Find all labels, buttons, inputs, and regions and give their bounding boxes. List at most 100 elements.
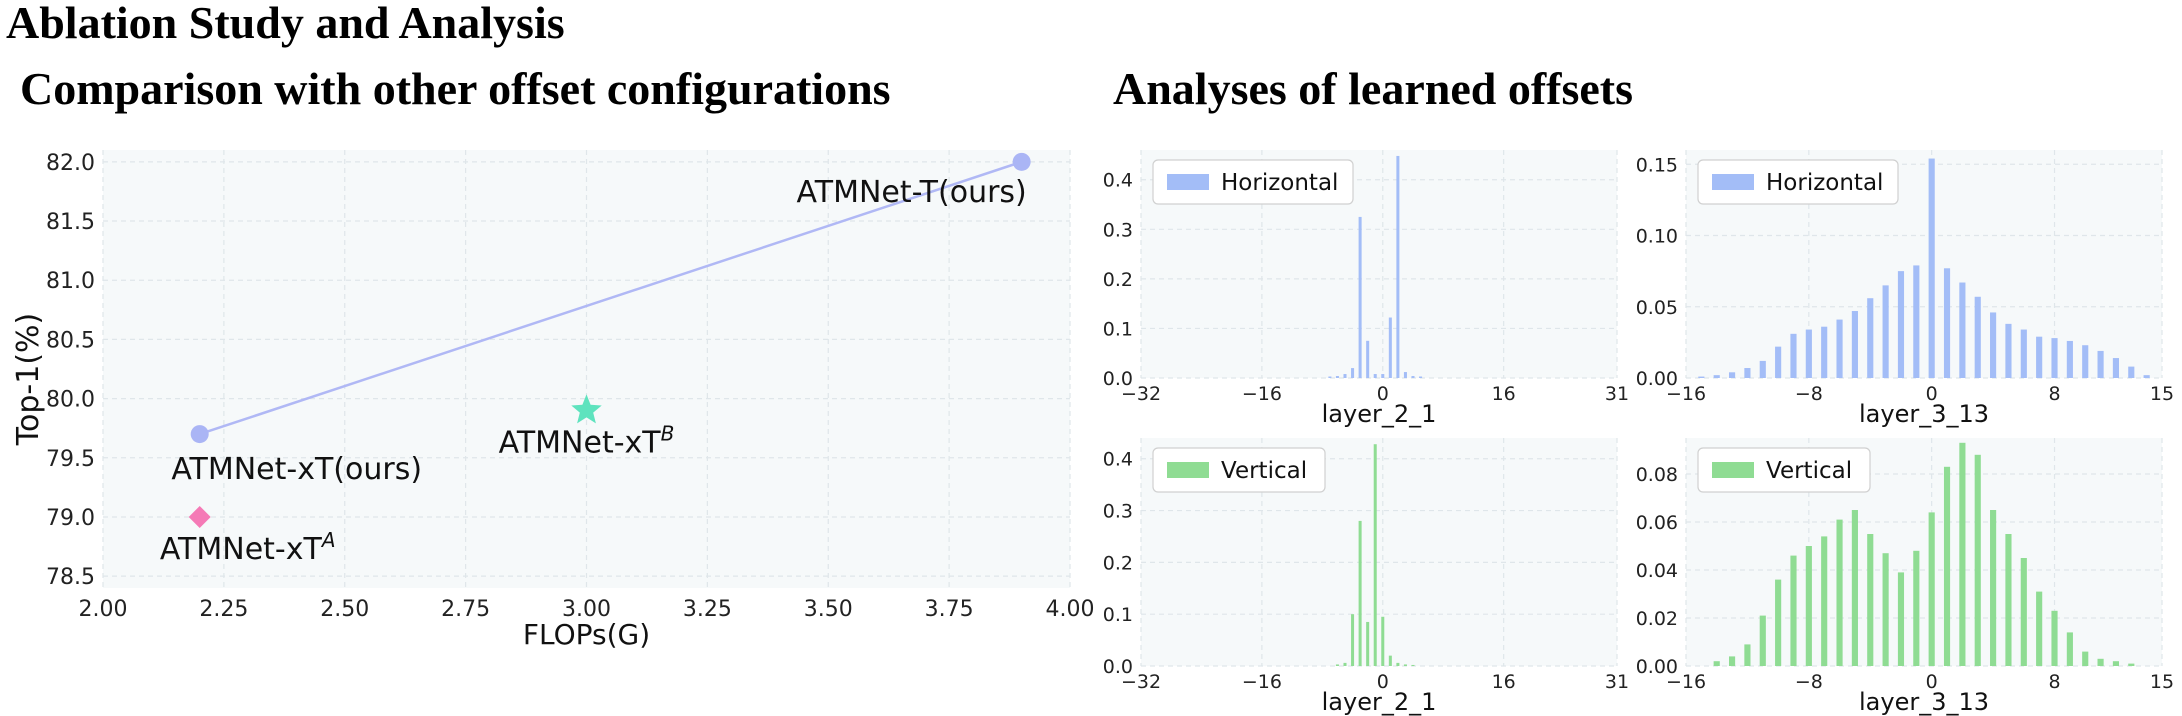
- histogram-bar: [2082, 651, 2089, 666]
- x-tick-label: −8: [1795, 671, 1823, 693]
- histogram-bar: [2112, 661, 2120, 666]
- histogram-bar: [1388, 655, 1392, 666]
- histogram-bar: [1358, 520, 1362, 666]
- x-tick-label: 3.75: [925, 597, 974, 622]
- y-tick-label: 79.5: [46, 447, 95, 472]
- x-tick-label: −8: [1795, 383, 1823, 405]
- histogram-bar: [1403, 372, 1407, 378]
- data-point-label: ATMNet-xTA: [160, 528, 336, 567]
- histogram-bar: [1913, 550, 1920, 666]
- x-tick-label: 15: [2150, 383, 2174, 405]
- histogram-bar: [2005, 323, 2012, 378]
- x-tick-label: 31: [1605, 383, 1629, 405]
- y-tick-label: 0.2: [1103, 552, 1133, 574]
- histogram-bar: [2036, 591, 2043, 666]
- histogram-bar: [1366, 340, 1370, 378]
- y-tick-label: 0.15: [1636, 154, 1678, 176]
- y-tick-label: 0.1: [1103, 604, 1133, 626]
- y-tick-label: 80.5: [46, 328, 95, 353]
- histogram-bar: [1744, 368, 1751, 378]
- histogram-bar: [2020, 329, 2027, 378]
- y-tick-label: 0.3: [1103, 501, 1133, 523]
- x-tick-label: 0: [1377, 383, 1389, 405]
- histogram-bar: [1790, 555, 1797, 666]
- x-tick-label: 0: [1377, 671, 1389, 693]
- x-tick-label: 2.50: [320, 597, 369, 622]
- histogram-bar: [1775, 579, 1782, 666]
- x-tick-label: −32: [1121, 383, 1161, 405]
- histogram-bar: [1805, 329, 1812, 378]
- y-tick-label: 0.10: [1636, 226, 1678, 248]
- data-point-label-superscript: B: [661, 421, 675, 445]
- histogram-bar: [1373, 444, 1377, 666]
- x-tick-label: 4.00: [1046, 597, 1095, 622]
- histogram-bar: [1335, 376, 1339, 378]
- y-tick-label: 0.00: [1636, 368, 1678, 390]
- histogram-bar: [1335, 664, 1339, 666]
- x-tick-label: 2.00: [79, 597, 128, 622]
- y-tick-label: 0.4: [1103, 449, 1133, 471]
- histogram-bar: [1805, 546, 1812, 666]
- x-tick-label: 16: [1492, 383, 1516, 405]
- data-point-star: [571, 394, 602, 424]
- histogram-bar: [1943, 268, 1951, 378]
- legend-box: [1152, 159, 1354, 205]
- histogram-4: −16 −8 0 8 15 0.00 0.02 0.04 0.06 0.08 layer_3_13 V…: [1636, 438, 2174, 716]
- data-point-label: ATMNet-T(ours): [797, 175, 1027, 210]
- y-tick-label: 81.5: [46, 210, 95, 235]
- histogram-bar: [1358, 216, 1362, 378]
- histogram-bar: [1351, 614, 1355, 666]
- histogram-bar: [1744, 644, 1751, 666]
- y-tick-label: 0.06: [1636, 512, 1678, 534]
- histogram-1: −32 −16 0 16 31 0.0 0.1 0.2 0.3 0.4 layer_2_1 Horiz…: [1103, 150, 1629, 428]
- histogram-bar: [1411, 376, 1415, 378]
- histogram-bar: [1990, 312, 1997, 378]
- histogram-bar: [2005, 534, 2012, 666]
- histogram-bar: [1959, 282, 1966, 378]
- legend-swatch: [1712, 174, 1754, 190]
- y-tick-label: 79.0: [46, 506, 95, 531]
- histogram-bar: [1343, 374, 1347, 378]
- y-tick-label: 0.1: [1103, 318, 1133, 340]
- x-tick-label: 31: [1605, 671, 1629, 693]
- y-axis-label: Top-1(%): [11, 313, 46, 446]
- y-tick-label: 0.05: [1636, 297, 1678, 319]
- histogram-bar: [1728, 656, 1736, 666]
- series-line: [199, 160, 1023, 436]
- histogram-bar: [2112, 358, 2120, 378]
- x-tick-label: −16: [1666, 383, 1706, 405]
- histogram-bar: [1351, 368, 1355, 378]
- histogram-bar: [1411, 664, 1415, 666]
- x-tick-label: 0: [1926, 671, 1938, 693]
- histogram-bar: [2128, 366, 2135, 378]
- x-tick-label: 2.25: [199, 597, 248, 622]
- right-section-title: Analyses of learned offsets: [1113, 63, 1633, 114]
- x-tick-label: −32: [1121, 671, 1161, 693]
- histogram-bar: [2020, 558, 2027, 666]
- x-axis-label: layer_3_13: [1859, 688, 1989, 716]
- data-point-label: ATMNet-xT(ours): [171, 452, 422, 487]
- y-tick-label: 0.0: [1103, 656, 1133, 678]
- histogram-bar: [1913, 265, 1920, 378]
- histogram-bar: [1897, 572, 1905, 666]
- data-point-circle: [1012, 152, 1031, 171]
- y-tick-label: 0.4: [1103, 170, 1133, 192]
- histogram-bar: [1381, 374, 1385, 378]
- histogram-bar: [1928, 512, 1935, 666]
- histogram-bar: [1836, 519, 1843, 666]
- histogram-bar: [1882, 285, 1889, 378]
- legend-label: Vertical: [1766, 458, 1852, 484]
- data-point-circle: [190, 425, 209, 444]
- y-tick-label: 0.3: [1103, 219, 1133, 241]
- histogram-bar: [2066, 340, 2073, 378]
- histogram-bar: [2066, 632, 2073, 666]
- y-tick-label: 0.2: [1103, 269, 1133, 291]
- y-tick-label: 80.0: [46, 388, 95, 413]
- histogram-bar: [1867, 298, 1874, 378]
- histogram-bar: [1366, 621, 1370, 666]
- legend-box: [1697, 447, 1871, 493]
- data-point-label: ATMNet-xTB: [499, 421, 675, 460]
- x-tick-label: 15: [2150, 671, 2174, 693]
- histogram-bar: [1698, 376, 1705, 378]
